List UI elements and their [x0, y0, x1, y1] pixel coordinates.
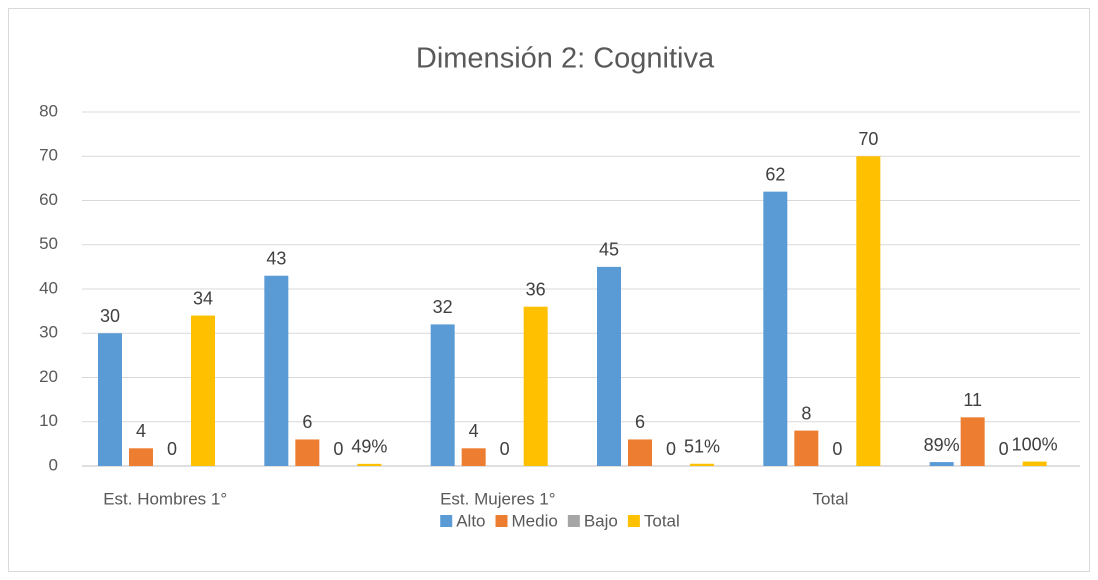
data-label: 0: [500, 439, 510, 459]
bar: [960, 417, 985, 466]
bar: [461, 448, 486, 466]
y-tick-label: 50: [39, 234, 58, 253]
data-label: 62: [765, 164, 785, 184]
bar: [794, 430, 819, 466]
x-tick-label: Est. Hombres 1°: [103, 489, 227, 508]
y-tick-label: 80: [39, 101, 58, 120]
bar: [628, 439, 652, 466]
bar: [357, 463, 382, 466]
x-tick-label: Total: [813, 489, 849, 508]
data-label: 4: [136, 421, 146, 441]
bar: [264, 275, 289, 466]
data-label: 0: [333, 439, 343, 459]
bar: [295, 439, 320, 466]
data-label: 6: [302, 412, 312, 432]
legend-label: Medio: [512, 511, 558, 530]
chart-frame: [8, 8, 1090, 572]
data-label: 0: [666, 439, 676, 459]
legend-swatch: [567, 515, 580, 527]
data-label: 0: [167, 439, 177, 459]
legend-label: Alto: [456, 511, 485, 530]
data-label: 0: [832, 439, 842, 459]
data-label: 45: [599, 240, 619, 260]
data-label: 34: [193, 288, 213, 308]
bar: [191, 315, 215, 466]
data-label: 4: [469, 421, 479, 441]
y-tick-label: 40: [39, 278, 58, 297]
legend-label: Bajo: [584, 511, 618, 530]
data-label: 6: [635, 412, 645, 432]
y-tick-label: 30: [39, 323, 58, 342]
data-label: 51%: [684, 436, 720, 456]
data-label: 8: [801, 403, 811, 423]
y-tick-label: 0: [49, 455, 58, 474]
x-tick-label: Est. Mujeres 1°: [440, 489, 555, 508]
bar: [929, 462, 954, 466]
bar: [597, 266, 621, 466]
y-tick-label: 70: [39, 146, 58, 165]
data-label: 36: [526, 279, 546, 299]
data-label: 30: [100, 306, 120, 326]
y-tick-label: 10: [39, 411, 58, 430]
bar: [523, 306, 548, 466]
y-tick-label: 60: [39, 190, 58, 209]
data-label: 11: [963, 390, 982, 410]
data-label: 0: [999, 439, 1009, 459]
y-tick-label: 20: [39, 367, 58, 386]
data-label: 49%: [351, 437, 387, 457]
chart-title: Dimensión 2: Cognitiva: [416, 43, 715, 75]
bar: [856, 156, 881, 466]
data-label: 100%: [1012, 434, 1058, 454]
bar: [98, 333, 122, 466]
data-label: 32: [433, 297, 453, 317]
bar: [690, 463, 714, 466]
data-label: 70: [858, 129, 878, 149]
data-label: 89%: [924, 435, 960, 455]
data-label: 43: [266, 248, 286, 268]
bar: [129, 448, 153, 466]
legend-swatch: [495, 515, 508, 527]
bar: [430, 324, 455, 466]
legend-swatch: [627, 515, 640, 527]
bar: [763, 191, 788, 466]
legend-label: Total: [644, 511, 680, 530]
legend-swatch: [440, 515, 453, 527]
bar: [1022, 461, 1047, 466]
